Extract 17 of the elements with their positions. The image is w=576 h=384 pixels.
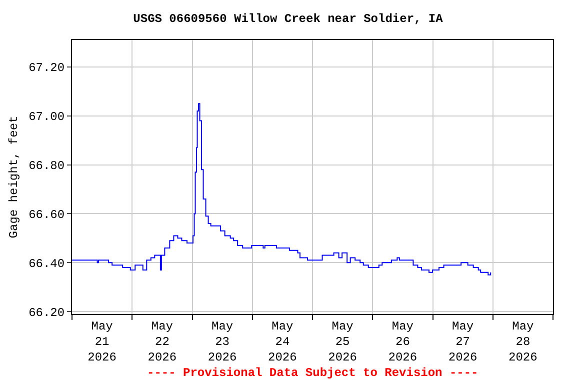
x-tick-label: May 27 2026 <box>448 319 478 365</box>
y-tick-label: 66.80 <box>28 158 65 173</box>
y-tick-label: 66.60 <box>28 208 65 222</box>
y-tick-label: 66.40 <box>28 256 65 271</box>
y-tick-label: 67.20 <box>28 61 65 76</box>
x-tick-label: May 28 2026 <box>508 319 538 365</box>
x-tick-label: May 21 2026 <box>88 319 116 365</box>
y-axis-title: Gage height, feet <box>6 116 21 238</box>
y-tick-label: 67.00 <box>28 110 65 124</box>
x-tick-label: May 24 2026 <box>268 319 297 365</box>
x-tick-label: May 23 2026 <box>208 319 237 365</box>
x-tick-label: May 25 2026 <box>328 319 357 365</box>
x-tick-label: May 22 2026 <box>148 319 177 365</box>
y-tick-label: 66.20 <box>28 306 65 320</box>
chart-title: USGS 06609560 Willow Creek near Soldier, IA <box>133 12 444 26</box>
text: ---- Provisional Data Subject to Revision ---- <box>147 366 478 380</box>
x-tick-label: May 26 2026 <box>388 319 418 365</box>
